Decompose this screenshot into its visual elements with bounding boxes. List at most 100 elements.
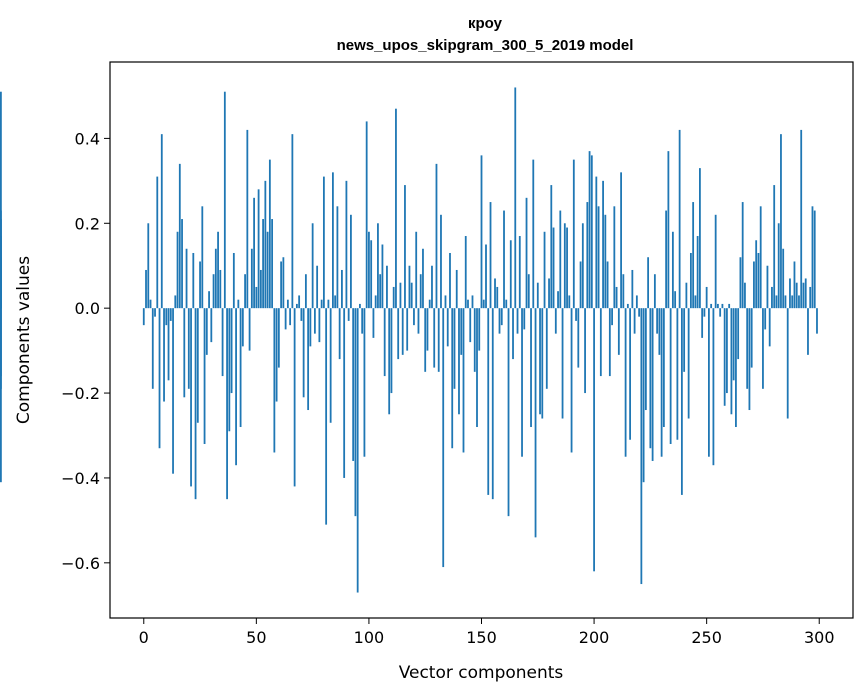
bar-235 bbox=[671, 231, 674, 309]
bar-139 bbox=[455, 269, 458, 309]
bar-158 bbox=[498, 308, 501, 334]
bar-24 bbox=[196, 308, 199, 423]
bar-56 bbox=[268, 159, 271, 309]
bar-134 bbox=[444, 295, 447, 309]
bar-299 bbox=[816, 308, 818, 334]
bar-52 bbox=[259, 269, 262, 309]
bar-undefined bbox=[0, 91, 2, 309]
bar-75 bbox=[311, 223, 314, 309]
bar-65 bbox=[289, 308, 292, 326]
bar-280 bbox=[773, 185, 776, 309]
bar-149 bbox=[478, 308, 481, 351]
bar-103 bbox=[374, 295, 377, 309]
bar-262 bbox=[732, 308, 735, 381]
bar-179 bbox=[545, 308, 548, 389]
x-tick-label: 300 bbox=[804, 628, 835, 647]
bar-110 bbox=[390, 308, 393, 394]
x-tick-label: 50 bbox=[246, 628, 266, 647]
bar-101 bbox=[370, 240, 373, 309]
bar-170 bbox=[525, 197, 528, 309]
bar-172 bbox=[530, 308, 532, 428]
x-tick-label: 100 bbox=[354, 628, 385, 647]
bar-138 bbox=[453, 308, 456, 389]
bar-129 bbox=[433, 308, 436, 368]
bar-68 bbox=[295, 303, 298, 309]
bar-167 bbox=[518, 236, 521, 309]
bar-250 bbox=[705, 286, 708, 309]
bar-95 bbox=[356, 308, 359, 593]
bar-119 bbox=[410, 282, 413, 309]
bar-173 bbox=[532, 159, 535, 309]
bar-218 bbox=[633, 308, 636, 334]
bar-96 bbox=[359, 303, 361, 309]
bar-201 bbox=[595, 176, 598, 309]
bar-288 bbox=[791, 295, 794, 309]
bar-231 bbox=[662, 308, 665, 428]
bar-192 bbox=[575, 308, 577, 321]
y-axis-label: Components values bbox=[14, 256, 34, 424]
y-tick-label: −0.2 bbox=[61, 384, 100, 403]
bar-10 bbox=[165, 308, 168, 326]
bar-197 bbox=[586, 202, 589, 309]
bar-248 bbox=[701, 308, 704, 338]
bar-241 bbox=[685, 282, 688, 309]
bar-258 bbox=[723, 308, 726, 406]
bar-29 bbox=[208, 291, 210, 309]
bar-143 bbox=[464, 236, 467, 309]
bar-1 bbox=[145, 269, 147, 309]
bar-229 bbox=[658, 308, 661, 355]
bar-151 bbox=[482, 299, 485, 309]
bar-171 bbox=[527, 274, 530, 309]
bar-278 bbox=[768, 308, 771, 347]
y-tick-label: −0.6 bbox=[61, 554, 100, 573]
bar-34 bbox=[219, 269, 222, 309]
bar-206 bbox=[606, 261, 609, 309]
bars-group bbox=[0, 87, 818, 593]
bar-190 bbox=[570, 308, 573, 453]
bar-294 bbox=[804, 278, 807, 309]
bar-214 bbox=[624, 308, 627, 457]
bar-147 bbox=[473, 308, 476, 372]
bar-15 bbox=[176, 231, 179, 309]
bar-83 bbox=[329, 308, 332, 423]
bar-259 bbox=[726, 308, 728, 394]
bar-264 bbox=[737, 308, 740, 360]
bar-282 bbox=[777, 223, 780, 309]
bar-236 bbox=[674, 291, 677, 309]
bar-166 bbox=[516, 308, 519, 334]
bar-41 bbox=[235, 308, 237, 466]
bar-207 bbox=[608, 308, 611, 377]
bar-67 bbox=[293, 308, 296, 487]
bar-21 bbox=[190, 308, 192, 487]
bar-292 bbox=[800, 129, 803, 309]
bar-107 bbox=[383, 308, 386, 377]
bar-66 bbox=[291, 134, 294, 309]
bar-271 bbox=[753, 261, 755, 309]
bar-185 bbox=[559, 210, 562, 309]
bar-268 bbox=[746, 308, 749, 389]
bar-208 bbox=[611, 308, 613, 326]
bar-19 bbox=[185, 248, 188, 309]
bar-178 bbox=[543, 231, 546, 309]
bar-77 bbox=[316, 265, 319, 309]
bar-114 bbox=[399, 282, 402, 309]
bar-256 bbox=[719, 308, 722, 317]
bar-113 bbox=[397, 308, 400, 360]
bar-39 bbox=[230, 308, 233, 394]
bar-58 bbox=[273, 308, 276, 453]
bar-91 bbox=[347, 308, 350, 321]
bar-57 bbox=[271, 219, 274, 309]
bar-202 bbox=[597, 206, 600, 309]
bar-153 bbox=[487, 308, 490, 495]
x-tick-label: 200 bbox=[579, 628, 610, 647]
bar-132 bbox=[440, 214, 442, 309]
y-axis-ticks: −0.6 −0.4 −0.2 0.0 0.2 0.4 bbox=[61, 129, 110, 573]
bar-9 bbox=[163, 308, 165, 402]
bar-102 bbox=[372, 308, 375, 338]
x-tick-label: 0 bbox=[139, 628, 149, 647]
bar-163 bbox=[509, 240, 512, 309]
bar-187 bbox=[563, 223, 566, 309]
bar-298 bbox=[813, 210, 816, 309]
bar-137 bbox=[451, 308, 454, 449]
bar-40 bbox=[232, 252, 235, 309]
